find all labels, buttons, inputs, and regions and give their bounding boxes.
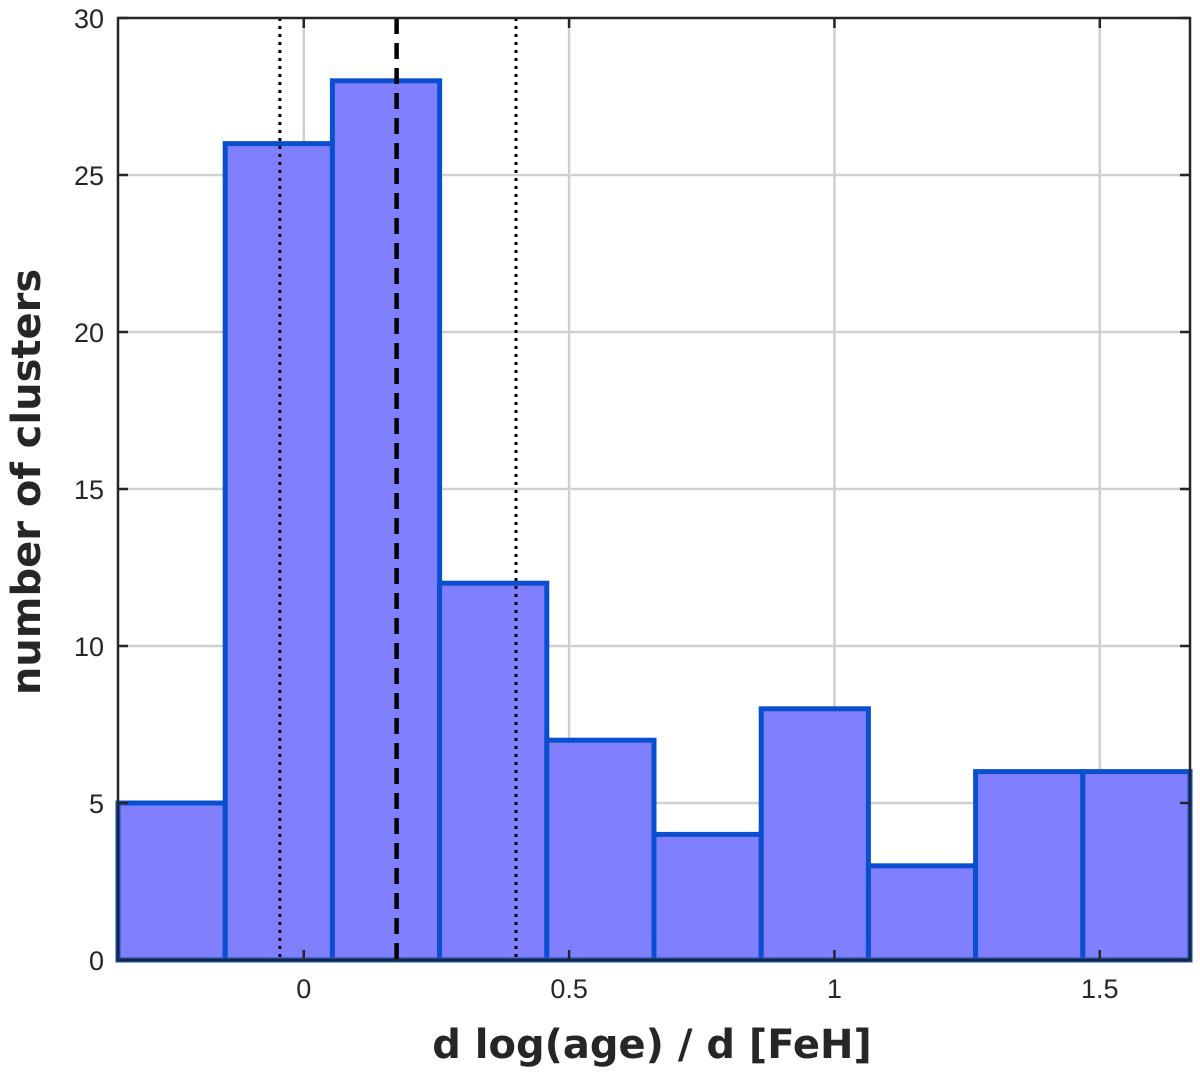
histogram-bar — [651, 831, 764, 963]
x-tick-label: 1 — [827, 974, 842, 1004]
x-tick-label: 0 — [296, 974, 311, 1004]
y-tick-label: 0 — [89, 946, 104, 976]
x-tick-label: 0.5 — [550, 974, 588, 1004]
histogram-bar — [973, 769, 1086, 963]
histogram-bar — [865, 863, 979, 963]
x-axis-label: d log(age) / d [FeH] — [432, 1022, 872, 1068]
y-axis-label: number of clusters — [4, 269, 50, 695]
histogram-bars — [115, 78, 1193, 963]
y-tick-label: 30 — [74, 4, 104, 34]
y-tick-label: 10 — [74, 632, 104, 662]
axis-ticks: 0 5 10 15 20 25 30 0 0.5 1 1.5 — [74, 4, 1190, 1004]
y-tick-label: 25 — [74, 161, 104, 191]
histogram-bar — [329, 78, 443, 963]
histogram-bar — [437, 580, 550, 963]
histogram-bar — [544, 737, 657, 963]
histogram-bar — [1080, 769, 1193, 963]
histogram-bar — [758, 706, 871, 963]
y-tick-label: 20 — [74, 318, 104, 348]
y-tick-label: 5 — [89, 789, 104, 819]
x-tick-label: 1.5 — [1081, 974, 1119, 1004]
y-tick-label: 15 — [74, 475, 104, 505]
histogram-bar — [115, 800, 228, 963]
reference-lines — [278, 18, 518, 960]
